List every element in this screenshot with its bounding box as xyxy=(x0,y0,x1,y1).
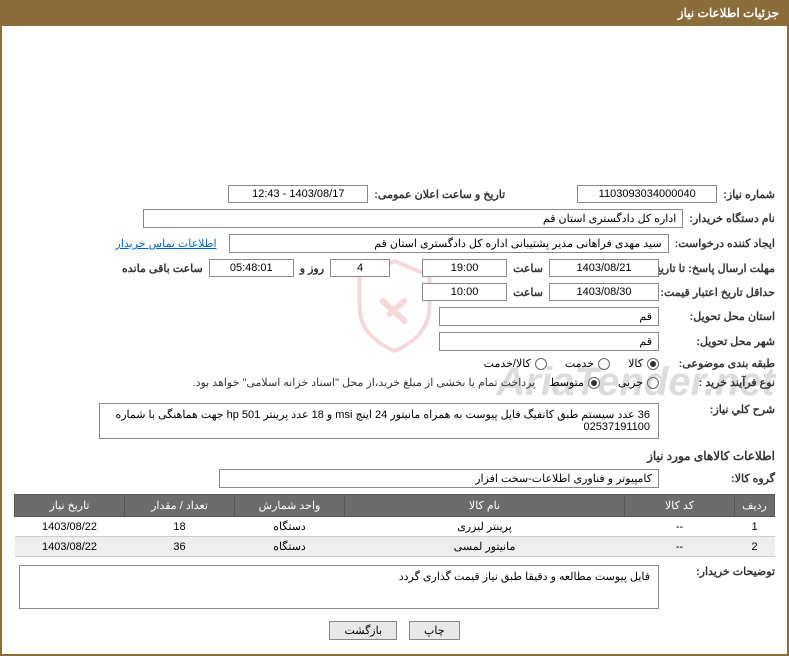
radio-icon xyxy=(647,377,659,389)
th-qty: تعداد / مقدار xyxy=(125,495,235,517)
requester-label: ایجاد کننده درخواست: xyxy=(675,237,775,250)
need-no-field: 1103093034000040 xyxy=(577,185,717,203)
province-label: استان محل تحویل: xyxy=(665,310,775,323)
radio-mid[interactable]: متوسط xyxy=(549,376,600,389)
th-code: کد کالا xyxy=(625,495,735,517)
radio-kala[interactable]: کالا xyxy=(628,357,659,370)
goods-section-title: اطلاعات کالاهای مورد نیاز xyxy=(14,449,775,463)
th-idx: ردیف xyxy=(735,495,775,517)
back-button[interactable]: بازگشت xyxy=(329,621,397,640)
table-cell: پرینتر لیزری xyxy=(345,517,625,537)
purchase-label: نوع فرآیند خرید : xyxy=(665,376,775,389)
table-cell: 18 xyxy=(125,517,235,537)
group-field: کامپیوتر و فناوری اطلاعات-سخت افزار xyxy=(219,469,659,488)
table-cell: -- xyxy=(625,517,735,537)
deadline-label: مهلت ارسال پاسخ: تا تاریخ: xyxy=(665,262,775,275)
deadline-hour-field: 19:00 xyxy=(422,259,507,277)
desc-textarea: 36 عدد سیستم طبق کانفیگ فایل پیوست به هم… xyxy=(99,403,659,439)
table-cell: 2 xyxy=(735,537,775,557)
table-row: 1--پرینتر لیزریدستگاه181403/08/22 xyxy=(15,517,775,537)
buyer-label: نام دستگاه خریدار: xyxy=(689,212,775,225)
table-row: 2--مانیتور لمسیدستگاه361403/08/22 xyxy=(15,537,775,557)
radio-khedmat[interactable]: خدمت xyxy=(565,357,610,370)
validity-date-field: 1403/08/30 xyxy=(549,283,659,301)
panel-header: جزئیات اطلاعات نیاز xyxy=(0,0,789,26)
buyer-note-label: توضیحات خریدار: xyxy=(665,565,775,578)
radio-label: کالا/خدمت xyxy=(484,357,531,370)
th-name: نام کالا xyxy=(345,495,625,517)
purchase-note: پرداخت تمام یا بخشی از مبلغ خرید،از محل … xyxy=(193,376,536,389)
radio-jozi[interactable]: جزیی xyxy=(618,376,659,389)
hour-label-1: ساعت xyxy=(513,262,543,275)
radio-both[interactable]: کالا/خدمت xyxy=(484,357,547,370)
buyer-note-textarea: فایل پیوست مطالعه و دقیقا طبق نیاز قیمت … xyxy=(19,565,659,609)
remain-days-field: 4 xyxy=(330,259,390,277)
remain-time-field: 05:48:01 xyxy=(209,259,294,277)
requester-field: سید مهدی فراهانی مدیر پشتیبانی اداره کل … xyxy=(229,234,669,253)
th-unit: واحد شمارش xyxy=(235,495,345,517)
goods-table: ردیف کد کالا نام کالا واحد شمارش تعداد /… xyxy=(14,494,775,557)
radio-icon xyxy=(598,358,610,370)
validity-hour-field: 10:00 xyxy=(422,283,507,301)
need-no-label: شماره نیاز: xyxy=(723,188,775,201)
validity-label: حداقل تاریخ اعتبار قیمت: تا تاریخ: xyxy=(665,286,775,299)
deadline-date-field: 1403/08/21 xyxy=(549,259,659,277)
table-cell: مانیتور لمسی xyxy=(345,537,625,557)
remain-word: ساعت باقی مانده xyxy=(122,262,203,275)
radio-label: کالا xyxy=(628,357,643,370)
radio-icon xyxy=(535,358,547,370)
th-date: تاریخ نیاز xyxy=(15,495,125,517)
table-cell: 1 xyxy=(735,517,775,537)
radio-label: متوسط xyxy=(549,376,584,389)
desc-label: شرح كلي نیاز: xyxy=(665,403,775,416)
table-cell: دستگاه xyxy=(235,537,345,557)
radio-label: خدمت xyxy=(565,357,594,370)
table-cell: 1403/08/22 xyxy=(15,517,125,537)
city-field: قم xyxy=(439,332,659,351)
hour-label-2: ساعت xyxy=(513,286,543,299)
group-label: گروه کالا: xyxy=(665,472,775,485)
radio-icon xyxy=(647,358,659,370)
announce-label: تاریخ و ساعت اعلان عمومی: xyxy=(374,188,505,201)
table-cell: 1403/08/22 xyxy=(15,537,125,557)
buyer-field: اداره کل دادگستری استان قم xyxy=(143,209,683,228)
province-field: قم xyxy=(439,307,659,326)
table-cell: -- xyxy=(625,537,735,557)
table-cell: دستگاه xyxy=(235,517,345,537)
days-word: روز و xyxy=(300,262,324,275)
radio-label: جزیی xyxy=(618,376,643,389)
contact-link[interactable]: اطلاعات تماس خریدار xyxy=(116,237,217,250)
print-button[interactable]: چاپ xyxy=(409,621,460,640)
category-label: طبقه بندی موضوعی: xyxy=(665,357,775,370)
radio-icon xyxy=(588,377,600,389)
city-label: شهر محل تحویل: xyxy=(665,335,775,348)
announce-field: 1403/08/17 - 12:43 xyxy=(228,185,368,203)
table-cell: 36 xyxy=(125,537,235,557)
